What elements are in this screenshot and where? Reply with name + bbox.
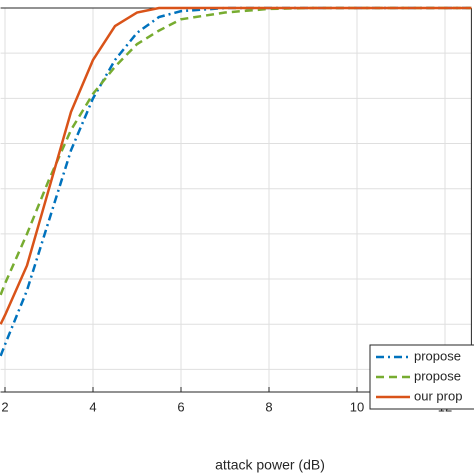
x-tick-label: 2: [1, 399, 8, 414]
legend-box: [369, 344, 474, 410]
data-line: [0, 6, 472, 357]
legend-label: propose: [414, 368, 461, 383]
x-tick-label: 8: [265, 399, 272, 414]
data-line: [0, 6, 472, 296]
x-tick-label: 6: [177, 399, 184, 414]
x-axis-label: attack power (dB): [215, 457, 325, 473]
x-tick-label: 10: [350, 399, 364, 414]
data-line: [0, 6, 472, 325]
legend-label: propose: [414, 348, 461, 363]
x-tick-label: 4: [89, 399, 96, 414]
plot-area: [0, 8, 472, 392]
legend-label: our prop: [414, 388, 462, 403]
